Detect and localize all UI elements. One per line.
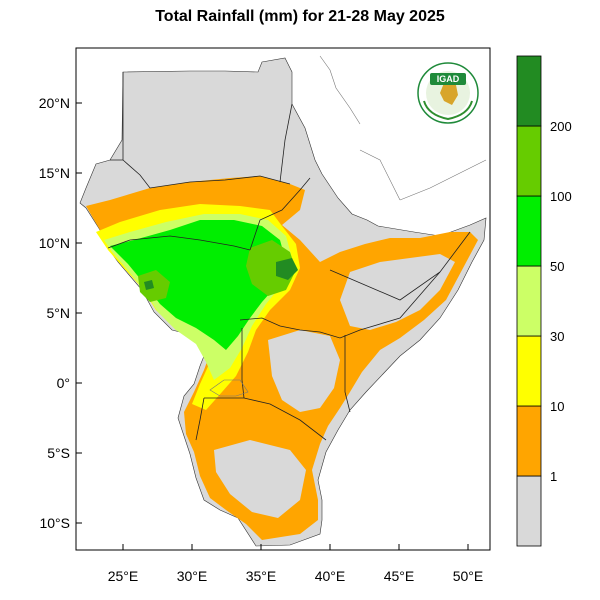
rain-zone-200-plus-west: [144, 280, 154, 290]
rain-zone-100-200-west: [138, 270, 170, 302]
lon-tick-label: 45°E: [384, 568, 415, 584]
lat-tick-label: 10°N: [39, 235, 70, 251]
map-area: [79, 55, 487, 547]
rain-zone-100-200: [246, 240, 296, 296]
dry-zone-tanzania: [214, 440, 306, 518]
colorbar-label: 30: [550, 329, 564, 344]
colorbar-label: 10: [550, 399, 564, 414]
africa-map-icon: [440, 83, 458, 105]
map-frame: [75, 47, 491, 551]
colorbar: 1 10 30 50 100 200: [516, 55, 572, 547]
colorbar-bin: [516, 475, 542, 547]
lat-tick-label: 20°N: [39, 95, 70, 111]
dry-zone-kenya: [268, 330, 340, 412]
map-title: Total Rainfall (mm) for 21-28 May 2025: [155, 8, 445, 25]
lon-tick-label: 35°E: [246, 568, 277, 584]
colorbar-bin: [516, 125, 542, 197]
colorbar-bin: [516, 265, 542, 337]
dry-zone-east: [340, 254, 455, 330]
lon-tick-label: 40°E: [315, 568, 346, 584]
colorbar-bin: [516, 55, 542, 127]
longitude-axis: 25°E 30°E 35°E 40°E 45°E 50°E: [108, 544, 484, 584]
lon-tick-label: 50°E: [453, 568, 484, 584]
coastlines: [209, 55, 487, 397]
colorbar-bin: [516, 195, 542, 267]
country-borders: [107, 72, 471, 441]
latitude-axis: 20°N 15°N 10°N 5°N 0° 5°S 10°S: [39, 95, 82, 531]
igad-logo-text: IGAD: [437, 74, 460, 84]
lon-tick-label: 25°E: [108, 568, 139, 584]
laurel-icon: [423, 100, 473, 121]
colorbar-label: 100: [550, 189, 572, 204]
igad-logo: IGAD: [417, 62, 479, 124]
lat-tick-label: 10°S: [39, 515, 70, 531]
lon-tick-label: 30°E: [177, 568, 208, 584]
lat-tick-label: 0°: [57, 375, 70, 391]
colorbar-bin: [516, 405, 542, 477]
rain-zone-50-100: [110, 220, 286, 350]
colorbar-label: 200: [550, 119, 572, 134]
colorbar-label: 1: [550, 469, 557, 484]
lat-tick-label: 5°N: [47, 305, 71, 321]
rain-zone-200-plus: [276, 258, 298, 280]
colorbar-label: 50: [550, 259, 564, 274]
colorbar-bin: [516, 335, 542, 407]
lat-tick-label: 5°S: [47, 445, 70, 461]
lat-tick-label: 15°N: [39, 165, 70, 181]
